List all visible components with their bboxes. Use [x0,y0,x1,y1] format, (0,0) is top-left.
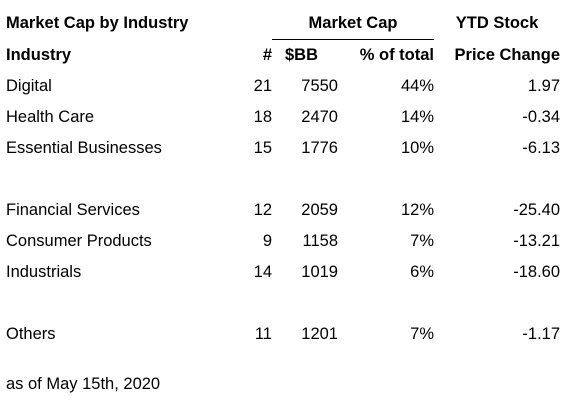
sbb-column-header: $BB [285,46,319,64]
industry-cell: Essential Businesses [6,139,162,157]
pct-cell: 10% [400,139,435,157]
industry-cell: Industrials [6,263,82,281]
ytd-column-header: Price Change [454,45,561,64]
count-cell: 9 [262,232,272,250]
pct-cell: 7% [410,325,435,343]
count-cell: 18 [253,108,272,126]
table-title: Market Cap by Industry [6,14,189,33]
footnote: as of May 15th, 2020 [6,375,161,393]
pct-cell: 44% [400,77,435,95]
group-spacer [0,164,566,195]
market-cap-table: Market Cap by Industry Market Cap YTD St… [0,8,566,350]
industry-column-header: Industry [6,45,72,64]
market-cap-cell: 1201 [301,325,338,343]
market-cap-cell: 2059 [301,201,338,219]
pct-cell: 12% [400,201,435,219]
pct-cell: 14% [400,108,435,126]
table-row: Consumer Products 9 1158 7% -13.21 [0,226,566,257]
header-row-2: Industry # $BB % of total Price Change [0,40,566,72]
industry-cell: Health Care [6,108,95,126]
count-cell: 11 [254,325,272,343]
pct-cell: 6% [410,263,435,281]
pct-column-header: % of total [359,46,435,64]
header-blank [236,8,272,40]
table-row: Industrials 14 1019 6% -18.60 [0,257,566,288]
count-column-header: # [262,45,272,64]
market-cap-group-header: Market Cap [272,8,435,40]
ytd-change-cell: -18.60 [513,263,561,281]
ytd-change-cell: -13.21 [513,232,561,250]
market-cap-cell: 1019 [301,263,338,281]
table-row: Health Care 18 2470 14% -0.34 [0,102,566,133]
market-cap-cell: 1776 [301,139,338,157]
industry-cell: Financial Services [6,201,140,219]
spacer-cell [0,164,566,195]
spacer-cell [0,288,566,319]
market-cap-cell: 2470 [301,108,338,126]
count-cell: 15 [253,139,272,157]
industry-cell: Digital [6,77,52,95]
count-cell: 21 [253,77,272,95]
market-cap-cell: 1158 [302,232,338,250]
pct-cell: 7% [410,232,435,250]
market-cap-cell: 7550 [301,77,338,95]
count-cell: 14 [253,263,272,281]
table-row: Others 11 1201 7% -1.17 [0,319,566,350]
group-spacer [0,288,566,319]
industry-cell: Consumer Products [6,232,152,250]
header-row-1: Market Cap by Industry Market Cap YTD St… [0,8,566,40]
ytd-change-cell: -1.17 [522,325,561,343]
table-row: Digital 21 7550 44% 1.97 [0,71,566,102]
ytd-change-cell: -0.34 [522,108,561,126]
ytd-change-cell: 1.97 [527,77,561,95]
ytd-group-header: YTD Stock [455,14,539,33]
ytd-change-cell: -6.13 [522,139,561,157]
industry-cell: Others [6,325,56,343]
count-cell: 12 [253,201,272,219]
ytd-change-cell: -25.40 [513,201,561,219]
table-row: Essential Businesses 15 1776 10% -6.13 [0,133,566,164]
table-row: Financial Services 12 2059 12% -25.40 [0,195,566,226]
